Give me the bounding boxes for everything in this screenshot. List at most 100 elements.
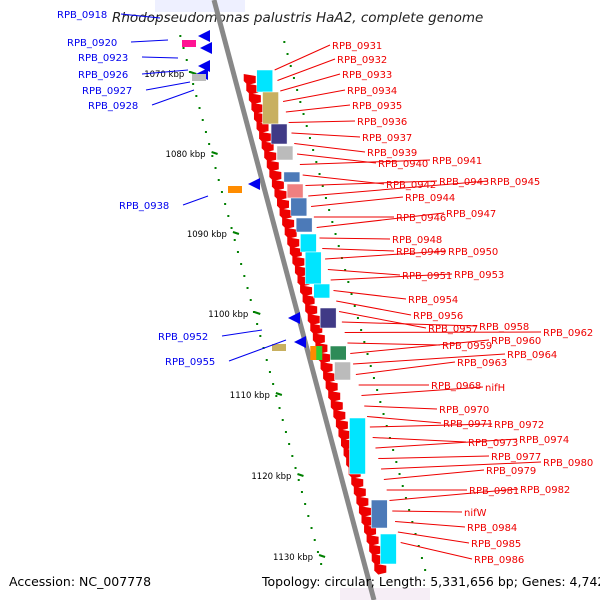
right-label-leader bbox=[364, 405, 438, 410]
ruler-dot bbox=[312, 149, 315, 151]
right-gene-label: RPB_0950 bbox=[448, 247, 498, 258]
ruler-dot bbox=[224, 203, 227, 205]
ruler-dot bbox=[265, 359, 268, 361]
right-label-leader bbox=[397, 531, 470, 544]
kbp-tick-label: 1110 kbp bbox=[230, 391, 270, 401]
right-label-leader bbox=[319, 237, 391, 240]
kbp-tick-mark bbox=[318, 554, 326, 558]
feature-box bbox=[295, 217, 313, 233]
left-gene-label: RPB_0918 bbox=[57, 10, 107, 21]
ruler-dot bbox=[291, 455, 294, 457]
ruler-dot bbox=[392, 449, 395, 451]
small-feature-box bbox=[192, 74, 206, 81]
left-label-leader bbox=[120, 13, 161, 19]
reverse-gene-arrow bbox=[335, 419, 348, 431]
right-gene-label: RPB_0986 bbox=[474, 555, 524, 566]
feature-box bbox=[290, 197, 308, 217]
right-label-leader bbox=[299, 159, 431, 165]
right-label-leader bbox=[372, 437, 467, 443]
feature-box bbox=[304, 251, 322, 285]
right-gene-label: RPB_0939 bbox=[367, 148, 417, 159]
feature-box bbox=[319, 307, 337, 329]
right-gene-label: RPB_0956 bbox=[413, 311, 463, 322]
ruler-dot bbox=[331, 221, 334, 223]
ruler-dot bbox=[246, 287, 249, 289]
ruler-dot bbox=[259, 335, 262, 337]
ruler-dot bbox=[344, 269, 347, 271]
ruler-dot bbox=[411, 521, 414, 523]
right-label-leader bbox=[378, 455, 490, 459]
ruler-dot bbox=[182, 47, 185, 49]
reverse-gene-arrow bbox=[325, 381, 338, 393]
reverse-gene-arrow bbox=[356, 496, 369, 508]
left-gene-label: RPB_0926 bbox=[78, 70, 128, 81]
kbp-tick-label: 1090 kbp bbox=[187, 230, 227, 240]
right-gene-label: RPB_0953 bbox=[454, 270, 504, 281]
reverse-gene-arrow bbox=[256, 122, 269, 133]
ruler-dot bbox=[281, 419, 284, 421]
ruler-dot bbox=[185, 59, 188, 61]
reverse-gene-arrow bbox=[248, 93, 261, 105]
ruler-dot bbox=[201, 119, 204, 121]
reverse-gene-arrow bbox=[369, 544, 382, 556]
small-feature-box bbox=[182, 40, 196, 47]
right-gene-label: RPB_0984 bbox=[467, 523, 517, 534]
right-gene-label: RPB_0959 bbox=[442, 341, 492, 352]
right-label-leader bbox=[350, 339, 490, 354]
ruler-dot bbox=[297, 479, 300, 481]
reverse-gene-arrow bbox=[330, 400, 343, 412]
feature-box bbox=[316, 346, 323, 360]
genome-backbone bbox=[211, 0, 377, 600]
ruler-dot bbox=[356, 317, 359, 319]
reverse-gene-arrow bbox=[251, 102, 264, 114]
reverse-gene-arrow bbox=[305, 304, 318, 316]
right-label-leader bbox=[347, 342, 441, 346]
feature-box bbox=[313, 283, 330, 299]
feature-box bbox=[330, 345, 347, 361]
ruler-dot bbox=[272, 383, 275, 385]
right-gene-label: RPB_0948 bbox=[392, 235, 442, 246]
right-label-leader bbox=[294, 143, 366, 153]
reverse-gene-arrow bbox=[289, 246, 302, 258]
right-label-leader bbox=[361, 386, 484, 396]
reverse-gene-arrow bbox=[287, 237, 300, 249]
feature-box bbox=[256, 69, 273, 93]
right-label-leader bbox=[322, 248, 395, 252]
right-gene-label: RPB_0944 bbox=[405, 193, 455, 204]
ruler-dot bbox=[308, 137, 311, 139]
ruler-dot bbox=[316, 551, 319, 553]
right-label-leader bbox=[316, 212, 445, 228]
left-label-leader bbox=[228, 339, 287, 362]
ruler-dot bbox=[414, 533, 417, 535]
ruler-dot bbox=[220, 191, 223, 193]
reverse-gene-arrow bbox=[282, 218, 295, 229]
right-label-leader bbox=[336, 300, 412, 316]
kbp-tick-mark bbox=[297, 473, 304, 477]
right-gene-label: RPB_0964 bbox=[507, 350, 557, 361]
right-label-leader bbox=[375, 438, 518, 449]
ruler-dot bbox=[289, 65, 292, 67]
reverse-gene-arrow bbox=[279, 208, 292, 220]
kbp-tick-mark bbox=[275, 392, 283, 396]
right-label-leader bbox=[308, 180, 489, 197]
reverse-gene-arrow bbox=[294, 266, 307, 277]
ruler-dot bbox=[337, 245, 340, 247]
right-label-leader bbox=[395, 521, 466, 528]
reverse-gene-arrow bbox=[302, 294, 315, 306]
ruler-dot bbox=[347, 281, 350, 283]
small-feature-box bbox=[272, 344, 286, 351]
right-label-leader bbox=[338, 311, 427, 329]
reverse-gene-arrow bbox=[328, 390, 341, 402]
ruler-dot bbox=[321, 185, 324, 187]
left-label-leader bbox=[145, 81, 191, 91]
feature-box bbox=[334, 361, 351, 381]
right-gene-label: RPB_0957 bbox=[428, 324, 478, 335]
right-gene-label: RPB_0982 bbox=[520, 485, 570, 496]
ruler-dot bbox=[372, 377, 375, 379]
feature-box bbox=[349, 417, 366, 475]
ruler-dot bbox=[310, 527, 313, 529]
ruler-dot bbox=[256, 323, 259, 325]
right-gene-label: RPB_0958 bbox=[479, 322, 529, 333]
ruler-dot bbox=[328, 209, 331, 211]
